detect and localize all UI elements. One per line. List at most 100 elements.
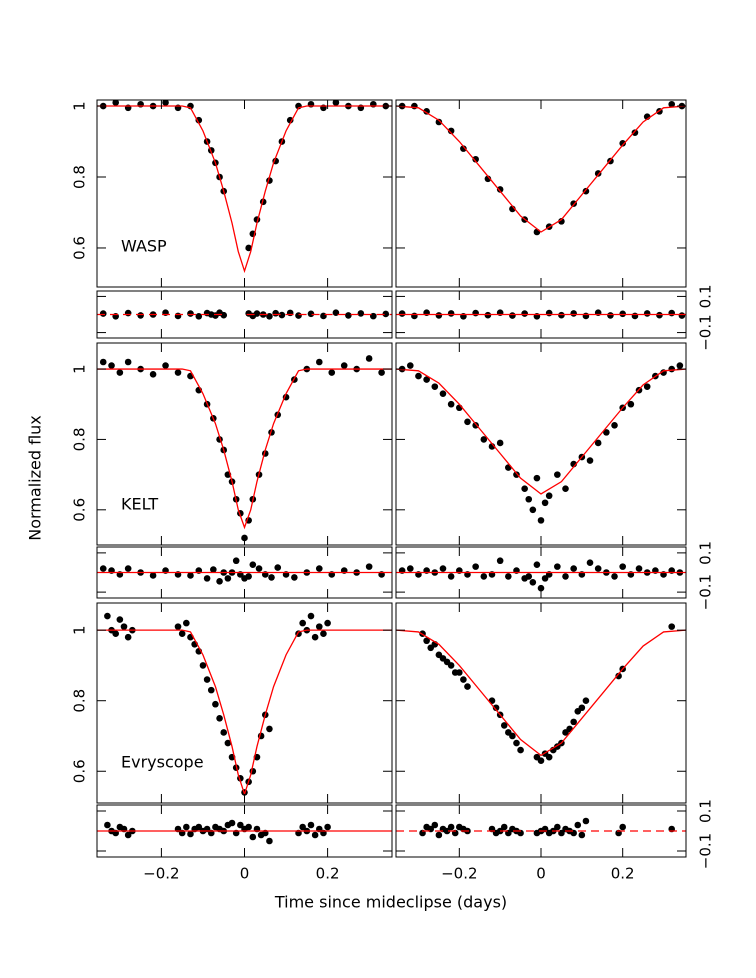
data-point — [328, 369, 336, 376]
model-line — [97, 105, 392, 274]
data-point — [249, 561, 257, 568]
data-point — [496, 439, 504, 447]
x-tick-label: 0 — [240, 865, 250, 883]
data-point — [268, 574, 275, 581]
data-point — [307, 821, 315, 829]
data-point — [521, 485, 528, 492]
data-point — [124, 309, 132, 317]
model-line — [396, 368, 686, 495]
data-point — [537, 517, 545, 524]
data-point — [220, 311, 228, 319]
data-point — [411, 312, 418, 320]
data-point — [619, 823, 626, 831]
y-tick-label: 0.1 — [697, 541, 715, 565]
data-point — [307, 310, 315, 318]
data-point — [255, 565, 263, 572]
data-point — [492, 704, 500, 712]
data-point — [116, 369, 124, 376]
data-point — [199, 662, 207, 669]
data-point — [216, 715, 223, 722]
data-point — [627, 400, 635, 408]
data-point — [99, 565, 107, 572]
x-axis-label: Time since mideclipse (days) — [274, 893, 507, 912]
y-tick-label: −0.1 — [697, 314, 715, 350]
data-point — [212, 700, 219, 708]
y-tick-label: 1 — [71, 364, 89, 374]
panel — [97, 309, 392, 320]
data-point — [291, 574, 298, 581]
data-point — [183, 619, 190, 627]
data-point — [533, 228, 541, 236]
data-point — [431, 383, 439, 390]
data-point — [635, 565, 643, 572]
data-point — [447, 823, 455, 831]
data-point — [472, 563, 479, 570]
x-tick-label: 0.2 — [316, 865, 340, 883]
panel — [396, 557, 686, 592]
y-tick-label: 1 — [71, 101, 89, 111]
data-point — [299, 619, 306, 627]
data-point — [174, 312, 182, 320]
data-point — [447, 573, 455, 580]
data-point — [578, 704, 586, 712]
panel — [97, 355, 392, 542]
data-point — [415, 372, 422, 380]
data-point — [562, 485, 569, 492]
data-point — [447, 662, 455, 669]
panel — [396, 817, 686, 839]
data-point — [533, 474, 541, 482]
model-line — [97, 368, 392, 530]
data-point — [406, 362, 414, 369]
data-point — [299, 823, 306, 831]
data-point — [460, 145, 467, 152]
data-point — [678, 312, 686, 319]
data-point — [228, 819, 236, 827]
data-point — [668, 623, 676, 630]
data-point — [187, 310, 194, 317]
data-point — [505, 573, 512, 580]
data-point — [365, 355, 373, 362]
data-point — [149, 572, 157, 579]
data-point — [245, 823, 252, 831]
data-point — [216, 578, 223, 585]
data-point — [311, 831, 319, 839]
data-point — [500, 722, 508, 729]
data-point — [307, 612, 315, 620]
data-point — [529, 506, 537, 514]
data-point — [124, 565, 132, 572]
data-point — [611, 422, 618, 429]
y-tick-label: −0.1 — [697, 574, 715, 610]
data-point — [365, 563, 373, 570]
data-point — [517, 746, 524, 754]
y-tick-label: 0.1 — [697, 799, 715, 823]
data-point — [108, 362, 115, 369]
data-point — [582, 187, 590, 195]
data-point — [513, 739, 520, 747]
data-point — [619, 139, 626, 147]
data-point — [525, 573, 533, 580]
data-point — [554, 563, 561, 570]
data-point — [578, 831, 586, 839]
y-tick-label: 0.6 — [71, 759, 89, 783]
data-point — [203, 676, 211, 683]
data-point — [315, 565, 323, 572]
data-point — [195, 313, 203, 320]
data-point — [545, 309, 553, 317]
model-line — [396, 105, 686, 233]
data-point — [525, 495, 533, 503]
data-point — [183, 823, 190, 831]
data-point — [411, 102, 418, 110]
data-point — [562, 573, 569, 580]
data-point — [668, 365, 676, 373]
data-point — [582, 697, 590, 705]
panel — [396, 623, 686, 764]
panel-label: KELT — [121, 495, 158, 514]
data-point — [456, 669, 463, 676]
data-point — [554, 823, 561, 831]
data-point — [174, 623, 182, 630]
data-point — [631, 129, 639, 136]
data-point — [668, 100, 676, 108]
data-point — [320, 630, 327, 637]
data-point — [558, 218, 565, 225]
